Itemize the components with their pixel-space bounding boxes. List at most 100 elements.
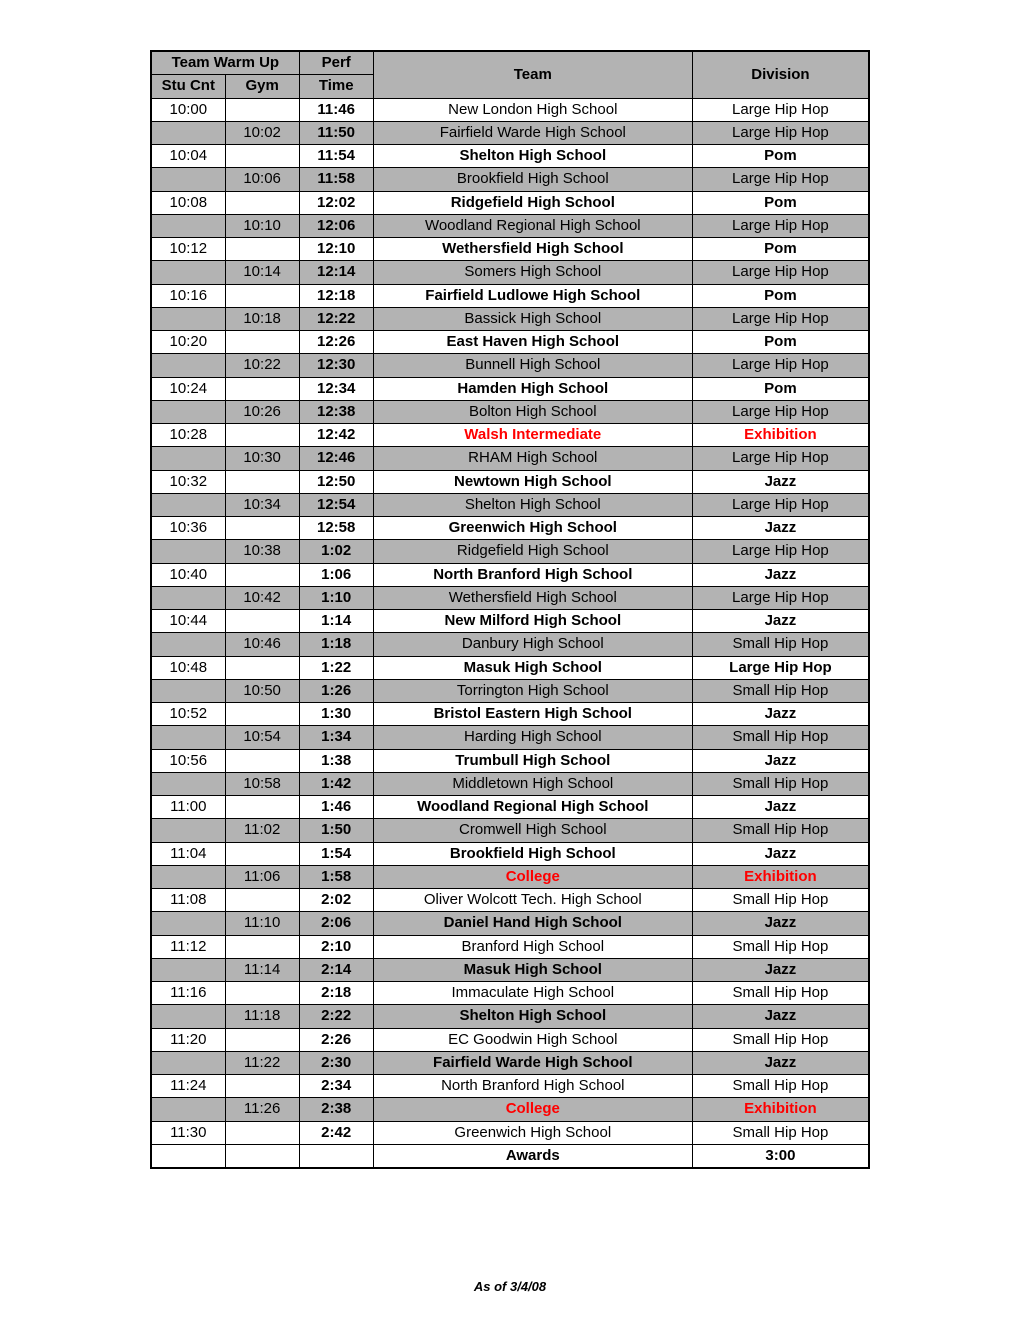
cell-gym: 10:50: [225, 679, 299, 702]
cell-perf-time: 2:42: [299, 1121, 373, 1144]
cell-team: Daniel Hand High School: [373, 912, 692, 935]
cell-team: Bristol Eastern High School: [373, 703, 692, 726]
header-team: Team: [373, 51, 692, 98]
table-row: 10:381:02Ridgefield High SchoolLarge Hip…: [151, 540, 869, 563]
cell-perf-time: 1:26: [299, 679, 373, 702]
cell-perf-time: 12:46: [299, 447, 373, 470]
cell-division: Small Hip Hop: [692, 889, 869, 912]
cell-perf-time: 1:02: [299, 540, 373, 563]
cell-division: Small Hip Hop: [692, 726, 869, 749]
cell-perf-time: [299, 1144, 373, 1168]
cell-division: Jazz: [692, 563, 869, 586]
table-row: 11:302:42Greenwich High SchoolSmall Hip …: [151, 1121, 869, 1144]
cell-gym: [225, 796, 299, 819]
table-row: 11:021:50Cromwell High SchoolSmall Hip H…: [151, 819, 869, 842]
cell-perf-time: 12:02: [299, 191, 373, 214]
cell-stu-cnt: [151, 633, 225, 656]
cell-gym: 10:34: [225, 493, 299, 516]
cell-division: Large Hip Hop: [692, 168, 869, 191]
cell-division: Large Hip Hop: [692, 447, 869, 470]
cell-perf-time: 12:18: [299, 284, 373, 307]
cell-team: Branford High School: [373, 935, 692, 958]
cell-perf-time: 2:34: [299, 1075, 373, 1098]
cell-gym: [225, 656, 299, 679]
header-division: Division: [692, 51, 869, 98]
cell-gym: 10:38: [225, 540, 299, 563]
table-row: 10:3412:54Shelton High SchoolLarge Hip H…: [151, 493, 869, 516]
cell-team: Bassick High School: [373, 307, 692, 330]
cell-gym: [225, 424, 299, 447]
cell-division: Pom: [692, 377, 869, 400]
cell-stu-cnt: [151, 400, 225, 423]
cell-division: Large Hip Hop: [692, 400, 869, 423]
cell-gym: [225, 935, 299, 958]
cell-team: College: [373, 1098, 692, 1121]
cell-stu-cnt: 10:44: [151, 610, 225, 633]
cell-division: Large Hip Hop: [692, 214, 869, 237]
cell-team: Torrington High School: [373, 679, 692, 702]
cell-gym: 11:02: [225, 819, 299, 842]
header-time: Time: [299, 75, 373, 98]
cell-stu-cnt: [151, 540, 225, 563]
cell-team: EC Goodwin High School: [373, 1028, 692, 1051]
cell-division: Small Hip Hop: [692, 633, 869, 656]
cell-perf-time: 2:02: [299, 889, 373, 912]
cell-stu-cnt: [151, 586, 225, 609]
cell-stu-cnt: [151, 1005, 225, 1028]
cell-team: Brookfield High School: [373, 842, 692, 865]
cell-stu-cnt: 10:36: [151, 517, 225, 540]
cell-gym: [225, 191, 299, 214]
cell-gym: 10:42: [225, 586, 299, 609]
cell-gym: 10:22: [225, 354, 299, 377]
table-row: 10:3212:50Newtown High SchoolJazz: [151, 470, 869, 493]
cell-division: Small Hip Hop: [692, 1121, 869, 1144]
cell-team: Greenwich High School: [373, 1121, 692, 1144]
table-row: Awards3:00: [151, 1144, 869, 1168]
cell-team: Hamden High School: [373, 377, 692, 400]
cell-stu-cnt: [151, 819, 225, 842]
cell-perf-time: 1:14: [299, 610, 373, 633]
table-row: 11:222:30Fairfield Warde High SchoolJazz: [151, 1051, 869, 1074]
cell-team: Bolton High School: [373, 400, 692, 423]
table-row: 11:061:58CollegeExhibition: [151, 865, 869, 888]
cell-division: Large Hip Hop: [692, 540, 869, 563]
cell-stu-cnt: 11:24: [151, 1075, 225, 1098]
cell-team: Walsh Intermediate: [373, 424, 692, 447]
cell-stu-cnt: [151, 865, 225, 888]
cell-stu-cnt: 10:00: [151, 98, 225, 121]
cell-gym: [225, 98, 299, 121]
cell-gym: [225, 1144, 299, 1168]
cell-stu-cnt: [151, 1098, 225, 1121]
cell-perf-time: 2:06: [299, 912, 373, 935]
table-row: 10:581:42Middletown High SchoolSmall Hip…: [151, 772, 869, 795]
cell-gym: 11:18: [225, 1005, 299, 1028]
cell-division: Exhibition: [692, 865, 869, 888]
cell-team: Ridgefield High School: [373, 191, 692, 214]
cell-division: Pom: [692, 331, 869, 354]
cell-gym: [225, 145, 299, 168]
cell-division: Large Hip Hop: [692, 307, 869, 330]
cell-stu-cnt: 10:12: [151, 238, 225, 261]
cell-perf-time: 11:50: [299, 121, 373, 144]
table-row: 10:1612:18Fairfield Ludlowe High SchoolP…: [151, 284, 869, 307]
table-row: 10:0211:50Fairfield Warde High SchoolLar…: [151, 121, 869, 144]
cell-division: Jazz: [692, 610, 869, 633]
table-row: 10:0611:58Brookfield High SchoolLarge Hi…: [151, 168, 869, 191]
cell-stu-cnt: 10:16: [151, 284, 225, 307]
table-row: 10:2412:34Hamden High SchoolPom: [151, 377, 869, 400]
cell-division: Jazz: [692, 1051, 869, 1074]
cell-perf-time: 2:22: [299, 1005, 373, 1028]
table-row: 11:182:22Shelton High SchoolJazz: [151, 1005, 869, 1028]
cell-division: Small Hip Hop: [692, 772, 869, 795]
cell-perf-time: 12:42: [299, 424, 373, 447]
cell-team: Masuk High School: [373, 656, 692, 679]
header-perf: Perf: [299, 51, 373, 75]
cell-gym: 10:06: [225, 168, 299, 191]
cell-stu-cnt: 10:04: [151, 145, 225, 168]
cell-division: Jazz: [692, 958, 869, 981]
cell-division: Small Hip Hop: [692, 1075, 869, 1098]
cell-division: 3:00: [692, 1144, 869, 1168]
table-row: 11:001:46Woodland Regional High SchoolJa…: [151, 796, 869, 819]
cell-stu-cnt: 11:08: [151, 889, 225, 912]
cell-stu-cnt: 10:52: [151, 703, 225, 726]
